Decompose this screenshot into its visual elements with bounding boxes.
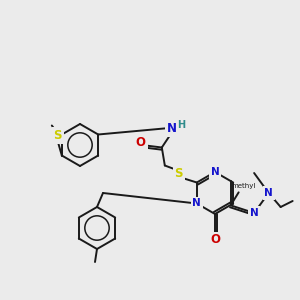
Text: N: N: [250, 208, 259, 218]
Text: N: N: [192, 199, 201, 208]
Text: O: O: [136, 136, 146, 149]
Text: O: O: [210, 233, 220, 246]
Text: methyl: methyl: [232, 183, 256, 189]
Text: N: N: [167, 122, 177, 135]
Text: N: N: [264, 188, 273, 198]
Text: S: S: [175, 167, 183, 180]
Text: S: S: [54, 129, 62, 142]
Text: H: H: [177, 119, 185, 130]
Text: N: N: [211, 167, 219, 177]
